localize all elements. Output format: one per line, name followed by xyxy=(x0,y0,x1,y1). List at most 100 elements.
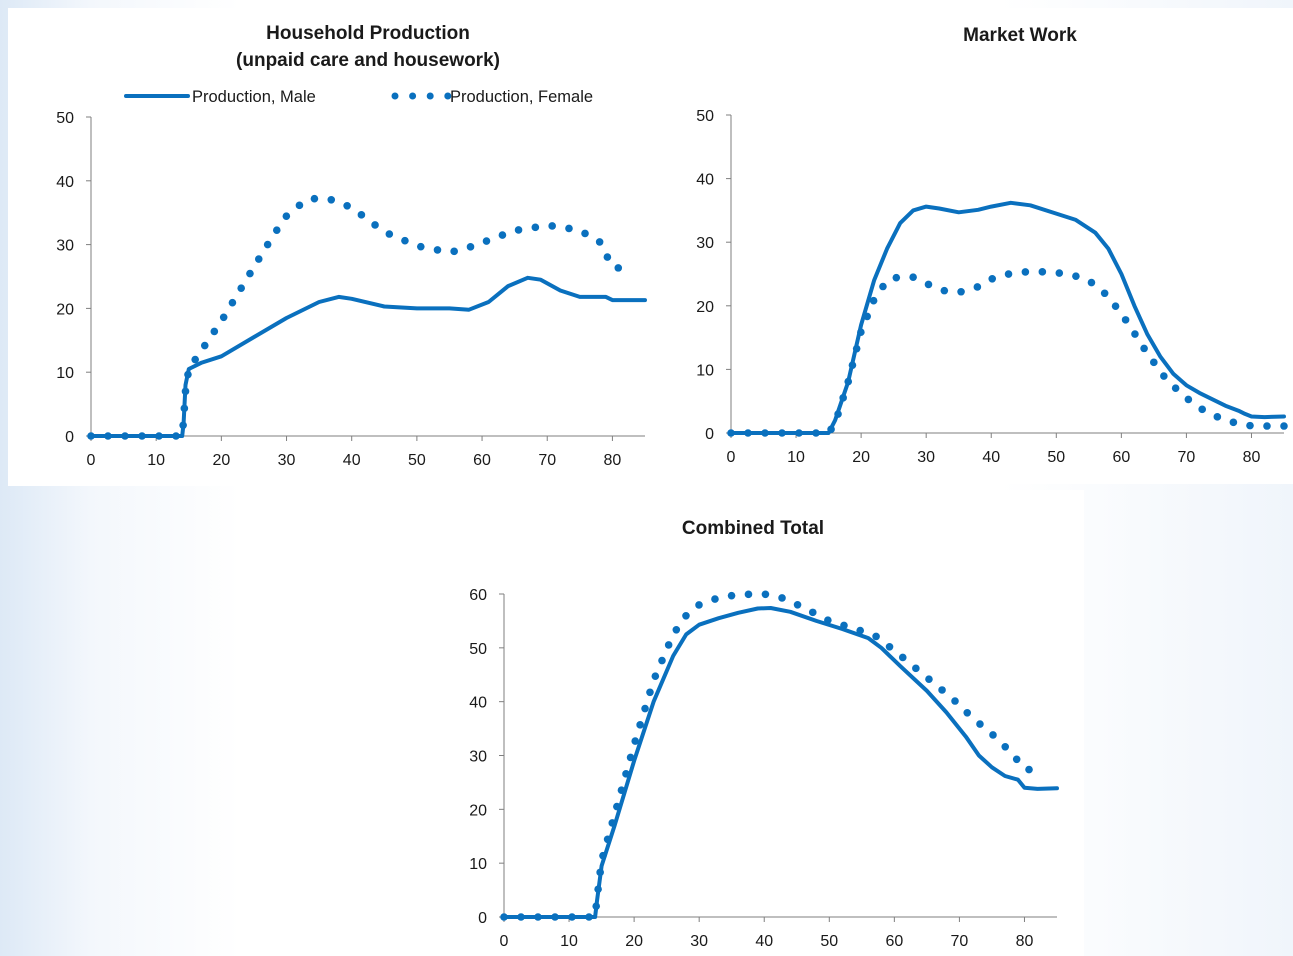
x-tick-label: 0 xyxy=(727,449,736,466)
data-dot xyxy=(357,211,366,219)
data-dot xyxy=(401,236,409,245)
data-dot xyxy=(827,425,835,434)
household-production-plot: Household Production (unpaid care and ho… xyxy=(56,23,647,469)
data-dot xyxy=(988,274,997,283)
x-tick-label: 0 xyxy=(87,452,96,469)
data-dot xyxy=(989,731,997,739)
data-dot xyxy=(531,223,540,232)
y-tick-label: 50 xyxy=(56,110,74,127)
data-dot xyxy=(272,226,281,235)
data-dot xyxy=(672,625,681,634)
data-dot xyxy=(812,429,820,437)
data-dot xyxy=(416,242,425,251)
data-dot xyxy=(938,686,946,694)
data-dot xyxy=(761,429,769,437)
data-dot xyxy=(155,432,163,440)
x-tick-label: 20 xyxy=(212,452,230,469)
data-dot xyxy=(641,704,649,713)
data-dot xyxy=(976,720,984,728)
data-dot xyxy=(839,394,847,402)
x-tick-label: 70 xyxy=(538,452,556,469)
data-dot xyxy=(695,601,703,609)
data-dot xyxy=(973,283,982,291)
y-tick-label: 20 xyxy=(56,301,74,318)
data-dot xyxy=(219,313,228,322)
x-tick-label: 60 xyxy=(1112,449,1130,466)
y-tick-label: 60 xyxy=(469,587,487,604)
data-dot xyxy=(869,296,878,305)
x-tick-label: 20 xyxy=(852,449,870,466)
y-tick-label: 30 xyxy=(56,238,74,255)
x-tick-label: 60 xyxy=(885,933,903,950)
data-dot xyxy=(180,404,189,413)
x-tick-label: 40 xyxy=(982,449,1000,466)
data-dot xyxy=(104,432,112,440)
data-dot xyxy=(1111,302,1120,310)
data-dot xyxy=(181,387,190,396)
chart-subtitle: (unpaid care and housework) xyxy=(236,50,500,71)
data-dot xyxy=(1198,405,1206,414)
data-dot xyxy=(500,913,508,921)
data-dot xyxy=(1072,272,1080,280)
data-dot xyxy=(1229,418,1238,427)
data-dot xyxy=(834,410,842,418)
household-production-chart: Household Production (unpaid care and ho… xyxy=(8,8,650,486)
y-tick-label: 20 xyxy=(696,299,714,316)
x-tick-label: 40 xyxy=(343,452,361,469)
data-dot xyxy=(1055,269,1064,277)
data-dot xyxy=(727,591,736,600)
data-dot xyxy=(892,273,901,282)
x-tick-label: 30 xyxy=(917,449,935,466)
data-dot xyxy=(863,312,871,321)
data-dot xyxy=(498,231,507,239)
data-dot xyxy=(898,653,907,662)
series-female-dots xyxy=(87,194,623,440)
data-dot xyxy=(121,432,129,440)
data-dot xyxy=(450,247,458,256)
data-dot xyxy=(482,237,491,245)
data-dot xyxy=(514,226,523,234)
data-dot xyxy=(263,240,272,249)
data-dot xyxy=(631,737,640,745)
x-tick-label: 80 xyxy=(1016,933,1034,950)
x-tick-label: 0 xyxy=(500,933,509,950)
legend-label-female: Production, Female xyxy=(450,88,593,106)
x-tick-label: 50 xyxy=(820,933,838,950)
data-dot xyxy=(778,429,786,437)
data-dot xyxy=(581,229,589,238)
data-dot xyxy=(951,697,959,705)
data-dot xyxy=(626,753,635,762)
data-dot xyxy=(744,590,753,599)
data-dot xyxy=(664,641,673,649)
data-dot xyxy=(1280,422,1288,430)
data-dot xyxy=(594,885,602,894)
data-dot xyxy=(585,913,593,921)
data-dot xyxy=(534,913,542,921)
data-dot xyxy=(310,194,319,203)
market-work-chart: Market Work 0 10 20 30 40 50 0 10 20 30 40 50 60 70 80 xyxy=(652,8,1293,484)
combined-total-plot: Combined Total 0 10 20 30 40 50 60 0 10 20 30 40 50 6… xyxy=(469,518,1059,950)
x-tick-label: 80 xyxy=(604,452,622,469)
data-dot xyxy=(1160,372,1168,380)
data-dot xyxy=(548,222,556,230)
x-tick-label: 50 xyxy=(408,452,426,469)
data-dot xyxy=(885,643,894,651)
y-tick-label: 50 xyxy=(696,108,714,125)
y-tick-label: 40 xyxy=(56,174,74,191)
series-male-line xyxy=(729,200,1286,435)
data-dot xyxy=(1012,755,1021,764)
data-dot xyxy=(793,600,802,609)
x-tick-label: 80 xyxy=(1243,449,1261,466)
data-dot xyxy=(614,264,623,272)
data-dot xyxy=(596,868,604,877)
data-dot xyxy=(433,246,442,254)
data-dot xyxy=(385,230,394,238)
data-dot xyxy=(879,282,887,291)
data-dot xyxy=(466,243,475,251)
x-tick-label: 50 xyxy=(1047,449,1065,466)
data-dot xyxy=(682,612,690,620)
y-tick-label: 10 xyxy=(469,856,487,873)
data-dot xyxy=(138,432,146,440)
data-dot xyxy=(179,421,187,430)
chart-title: Combined Total xyxy=(682,518,824,539)
